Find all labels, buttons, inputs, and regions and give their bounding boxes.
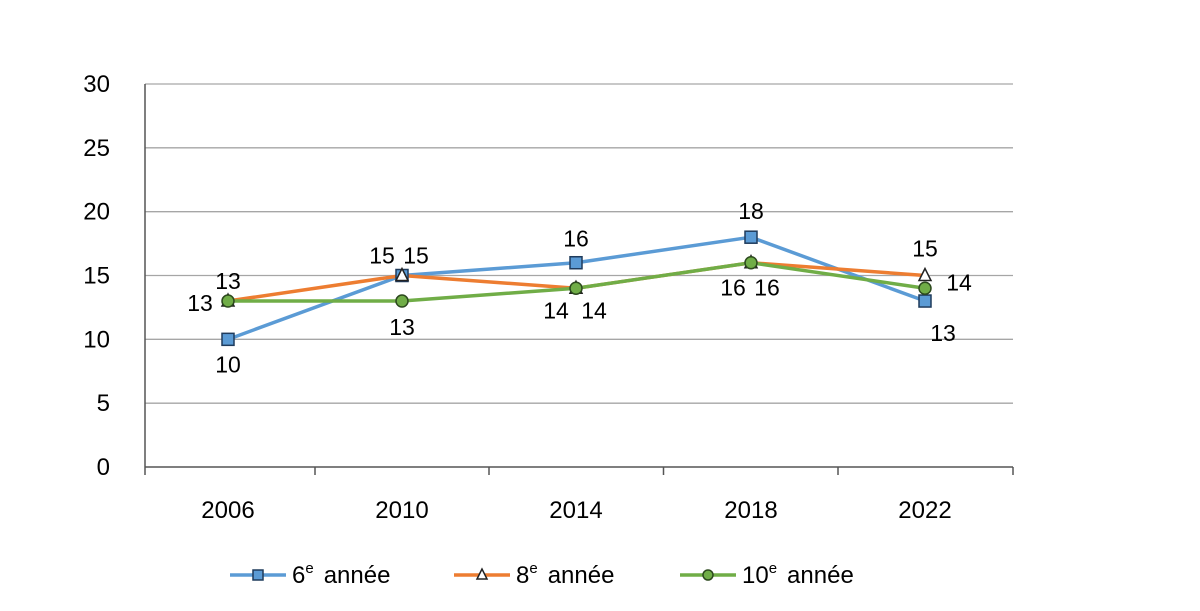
legend-label-1: 6e année <box>292 560 390 589</box>
marker-s1-2014 <box>569 255 583 270</box>
x-tick-label-2010: 2010 <box>375 497 428 524</box>
legend: 6e année 8e année 10e année <box>230 560 854 589</box>
x-tick-label-2022: 2022 <box>898 497 951 524</box>
data-label-s1-2018: 18 <box>738 198 764 224</box>
y-tick-label-20: 20 <box>83 199 110 226</box>
gridlines <box>145 83 1013 404</box>
marker-s2-2010 <box>394 266 410 282</box>
y-tick-label-5: 5 <box>97 390 110 417</box>
x-tick-label-2018: 2018 <box>724 497 777 524</box>
data-label-s1-2006: 10 <box>215 351 241 377</box>
marker-s1-2006 <box>221 332 235 347</box>
marker-s1-2018 <box>744 230 758 244</box>
y-tick-label-30: 30 <box>83 71 110 98</box>
legend-marker-3 <box>702 569 714 581</box>
data-label-s1-2022: 13 <box>930 320 956 346</box>
marker-s3-2006 <box>221 294 235 308</box>
marker-s1-2022 <box>918 294 932 308</box>
marker-s3-2014 <box>569 281 583 296</box>
legend-label-3: 10e année <box>742 560 854 589</box>
data-label-s2-2014: 14 <box>581 297 607 323</box>
x-tick-label-2006: 2006 <box>201 497 254 524</box>
data-label-s3-2014: 14 <box>543 297 569 323</box>
data-label-s3-2006: 13 <box>187 290 213 316</box>
marker-s2-2022 <box>917 266 933 282</box>
legend-entry-2: 8e année <box>454 560 614 589</box>
marker-s3-2018 <box>744 255 758 270</box>
y-tick-label-0: 0 <box>97 454 110 481</box>
legend-label-2: 8e année <box>516 560 614 589</box>
legend-marker-1 <box>252 569 264 581</box>
data-label-s3-2022: 14 <box>946 269 972 295</box>
legend-marker-2 <box>475 567 489 580</box>
marker-s3-2022 <box>918 281 932 296</box>
data-label-s2-2022: 15 <box>912 236 938 262</box>
data-label-s3-2010: 13 <box>389 314 415 340</box>
y-tick-label-15: 15 <box>83 263 110 290</box>
y-tick-label-10: 10 <box>83 326 110 353</box>
data-label-s1-2014: 16 <box>563 226 589 252</box>
data-label-s2-2018: 16 <box>754 275 780 301</box>
legend-entry-1: 6e année <box>230 560 390 589</box>
data-label-s1-2010: 15 <box>369 243 395 269</box>
legend-entry-3: 10e année <box>680 560 854 589</box>
axes: 0 5 10 15 20 25 30 2006 2010 2014 2018 2022 <box>83 71 1014 524</box>
data-label-s2-2006: 13 <box>215 268 241 294</box>
series-markers <box>220 230 933 347</box>
y-tick-label-25: 25 <box>83 135 110 162</box>
data-label-s2-2010: 15 <box>403 243 429 269</box>
data-label-s3-2018: 16 <box>720 275 746 301</box>
marker-s3-2010 <box>395 294 409 308</box>
x-tick-label-2014: 2014 <box>549 497 602 524</box>
